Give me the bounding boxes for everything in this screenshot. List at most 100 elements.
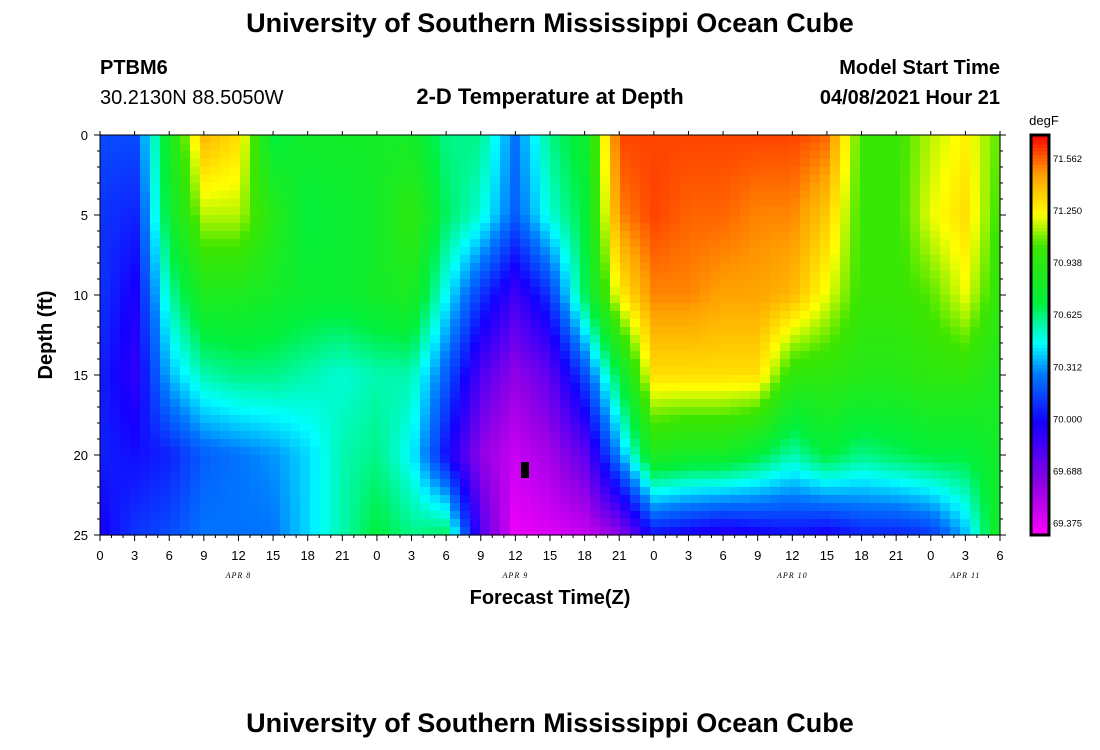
heatmap-cell (750, 287, 761, 296)
heatmap-cell (170, 351, 181, 360)
heatmap-cell (160, 487, 171, 496)
heatmap-cell (140, 487, 151, 496)
heatmap-cell (760, 367, 771, 376)
heatmap-cell (280, 319, 291, 328)
heatmap-cell (480, 295, 491, 304)
x-tick-label: 15 (266, 548, 280, 563)
heatmap-cell (800, 207, 811, 216)
heatmap-cell (900, 495, 911, 504)
heatmap-cell (750, 447, 761, 456)
heatmap-cell (250, 303, 261, 312)
heatmap-cell (520, 423, 531, 432)
heatmap-cell (120, 359, 131, 368)
heatmap-cell (560, 135, 571, 144)
heatmap-cell (870, 383, 881, 392)
heatmap-cell (840, 167, 851, 176)
heatmap-cell (200, 303, 211, 312)
heatmap-cell (460, 343, 471, 352)
heatmap-cell (970, 463, 981, 472)
heatmap-cell (380, 279, 391, 288)
heatmap-cell (260, 303, 271, 312)
heatmap-cell (880, 191, 891, 200)
heatmap-cell (270, 407, 281, 416)
heatmap-cell (100, 247, 111, 256)
heatmap-cell (440, 159, 451, 168)
heatmap-cell (640, 223, 651, 232)
colorbar-swatch (1031, 401, 1049, 406)
heatmap-cell (410, 271, 421, 280)
heatmap-cell (240, 143, 251, 152)
heatmap-cell (350, 359, 361, 368)
heatmap-cell (350, 479, 361, 488)
heatmap-cell (100, 143, 111, 152)
heatmap-cell (320, 343, 331, 352)
heatmap-cell (990, 431, 1001, 440)
heatmap-cell (810, 407, 821, 416)
heatmap-cell (420, 527, 431, 536)
heatmap-cell (120, 391, 131, 400)
heatmap-cell (570, 247, 581, 256)
heatmap-cell (540, 167, 551, 176)
heatmap-cell (200, 407, 211, 416)
heatmap-cell (320, 159, 331, 168)
heatmap-cell (220, 143, 231, 152)
heatmap-cell (220, 311, 231, 320)
heatmap-cell (690, 431, 701, 440)
heatmap-cell (210, 303, 221, 312)
heatmap-cell (980, 175, 991, 184)
heatmap-cell (920, 431, 931, 440)
heatmap-cell (720, 175, 731, 184)
heatmap-cell (660, 423, 671, 432)
heatmap-cell (810, 239, 821, 248)
heatmap-cell (640, 295, 651, 304)
heatmap-cell (470, 279, 481, 288)
heatmap-cell (640, 191, 651, 200)
heatmap-cell (750, 487, 761, 496)
heatmap-cell (990, 351, 1001, 360)
heatmap-cell (500, 239, 511, 248)
heatmap-cell (880, 351, 891, 360)
heatmap-cell (890, 311, 901, 320)
heatmap-cell (810, 151, 821, 160)
heatmap-cell (200, 391, 211, 400)
heatmap-cell (120, 415, 131, 424)
heatmap-cell (440, 511, 451, 520)
heatmap-cell (830, 399, 841, 408)
heatmap-cell (110, 423, 121, 432)
heatmap-cell (350, 423, 361, 432)
heatmap-cell (480, 503, 491, 512)
heatmap-cell (400, 311, 411, 320)
heatmap-cell (430, 495, 441, 504)
heatmap-cell (820, 463, 831, 472)
heatmap-cell (490, 175, 501, 184)
heatmap-cell (270, 183, 281, 192)
heatmap-cell (580, 351, 591, 360)
heatmap-cell (190, 327, 201, 336)
heatmap-cell (590, 367, 601, 376)
heatmap-cell (800, 415, 811, 424)
heatmap-cell (450, 383, 461, 392)
heatmap-cell (380, 359, 391, 368)
heatmap-cell (850, 207, 861, 216)
heatmap-cell (370, 319, 381, 328)
heatmap-cell (870, 239, 881, 248)
heatmap-cell (560, 343, 571, 352)
heatmap-cell (160, 311, 171, 320)
heatmap-cell (310, 479, 321, 488)
heatmap-cell (370, 263, 381, 272)
heatmap-cell (490, 151, 501, 160)
heatmap-cell (770, 359, 781, 368)
heatmap-cell (480, 455, 491, 464)
heatmap-cell (900, 279, 911, 288)
heatmap-cell (460, 439, 471, 448)
heatmap-cell (310, 191, 321, 200)
heatmap-cell (850, 159, 861, 168)
heatmap-cell (260, 295, 271, 304)
heatmap-cell (530, 487, 541, 496)
heatmap-cell (960, 463, 971, 472)
heatmap-cell (320, 335, 331, 344)
heatmap-cell (930, 191, 941, 200)
heatmap-cell (760, 279, 771, 288)
heatmap-cell (510, 447, 521, 456)
heatmap-cell (310, 343, 321, 352)
